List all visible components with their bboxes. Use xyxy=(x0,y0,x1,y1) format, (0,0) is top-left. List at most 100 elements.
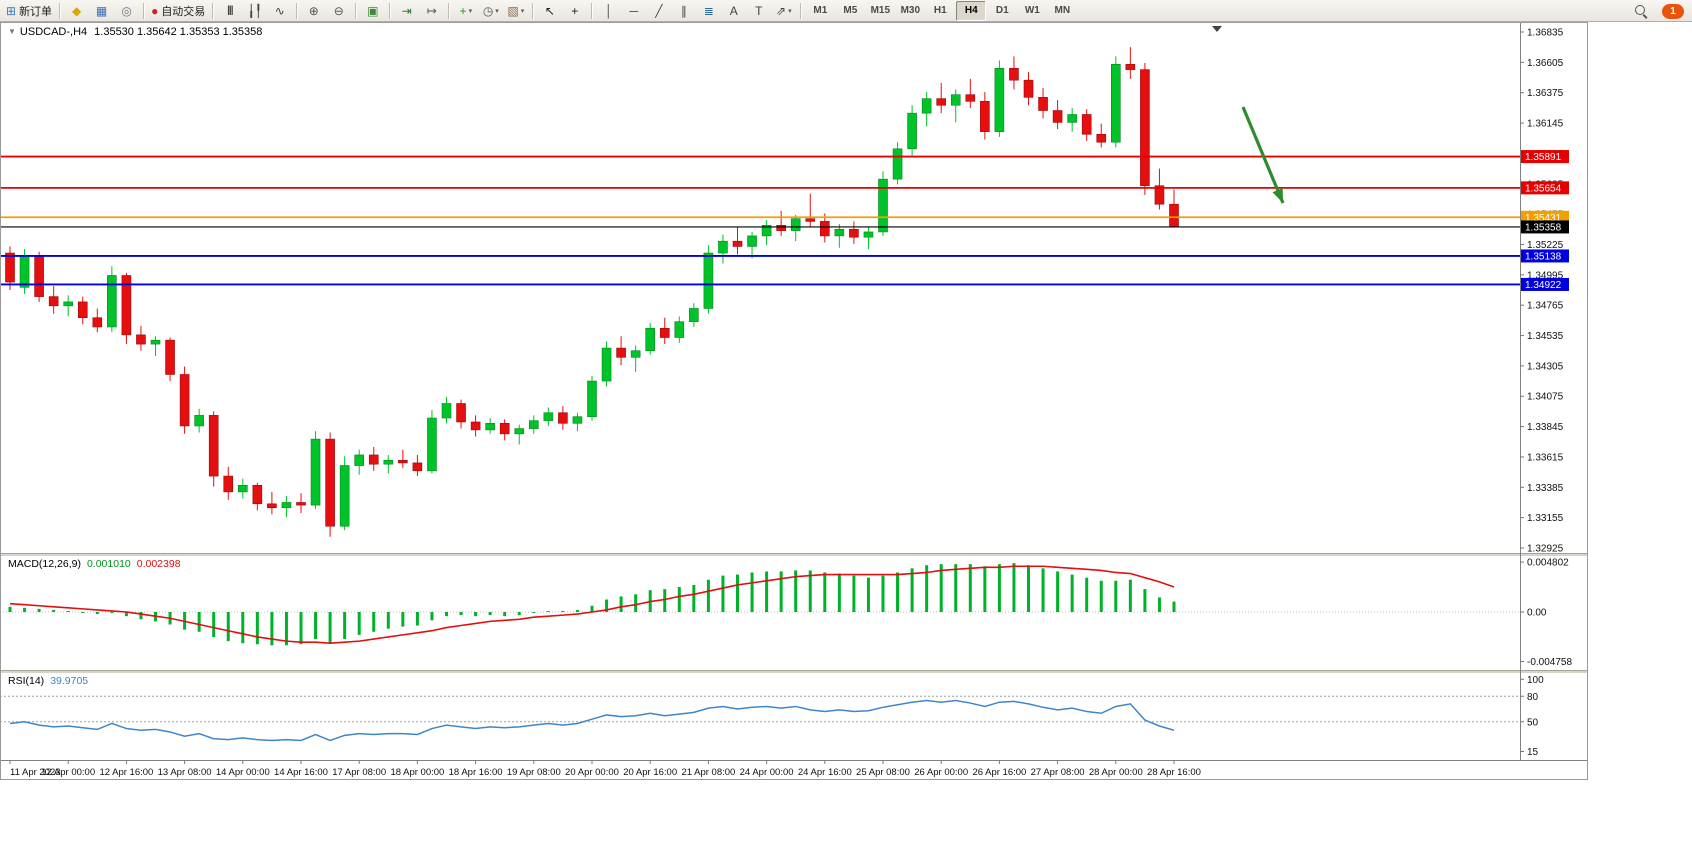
svg-text:28 Apr 16:00: 28 Apr 16:00 xyxy=(1147,767,1201,778)
macd-signal-line xyxy=(9,565,1175,645)
toolbar-separator xyxy=(389,2,391,19)
text-button[interactable]: A xyxy=(722,2,745,20)
chart-profiles-icon: ◆ xyxy=(71,3,82,18)
toolbar-separator xyxy=(448,2,450,19)
cursor-button[interactable]: ↖ xyxy=(538,2,561,20)
chart-shift-button[interactable]: ↦ xyxy=(420,2,443,20)
svg-text:15: 15 xyxy=(1527,747,1539,758)
navigator-button[interactable]: ◎ xyxy=(115,2,138,20)
macd-label: MACD(12,26,9) 0.001010 0.002398 xyxy=(8,558,181,570)
timeframe-button-w1[interactable]: W1 xyxy=(1024,5,1040,16)
vertical-line-icon: │ xyxy=(605,3,613,18)
annotation-arrow-head xyxy=(1272,187,1283,203)
indicators-button[interactable]: + ▾ xyxy=(454,2,477,20)
svg-text:-0.004758: -0.004758 xyxy=(1527,657,1572,668)
svg-text:1.34995: 1.34995 xyxy=(1527,270,1564,281)
templates-button[interactable]: ▧ ▾ xyxy=(504,2,527,20)
bar-chart-button[interactable]: ||| xyxy=(218,2,241,20)
channel-icon: ∥ xyxy=(680,3,687,18)
toolbar-separator xyxy=(532,2,534,19)
template-icon: ▧ xyxy=(507,3,519,18)
text-label-icon: T xyxy=(755,3,763,18)
search-button[interactable] xyxy=(1630,2,1653,20)
tile-windows-icon: ▣ xyxy=(367,3,379,18)
crosshair-button[interactable]: + xyxy=(563,2,586,20)
timeframe-button-d1[interactable]: D1 xyxy=(995,5,1009,16)
svg-text:26 Apr 16:00: 26 Apr 16:00 xyxy=(972,767,1026,778)
timeframe-button-m30[interactable]: M30 xyxy=(900,5,921,16)
timeframe-button-m5[interactable]: M5 xyxy=(843,5,858,16)
fibonacci-icon: ≣ xyxy=(703,3,714,18)
svg-text:1.35138: 1.35138 xyxy=(1525,251,1562,262)
new-order-button[interactable]: ⊞ 新订单 xyxy=(4,2,54,20)
horizontal-line-button[interactable]: ─ xyxy=(622,2,645,20)
text-label-button[interactable]: T xyxy=(747,2,770,20)
search-icon xyxy=(1634,4,1649,19)
dropdown-caret-icon: ▾ xyxy=(788,7,792,15)
rsi-panel xyxy=(0,695,1520,742)
market-watch-button[interactable]: ▦ xyxy=(90,2,113,20)
zoom-out-button[interactable]: ⊖ xyxy=(327,2,350,20)
clock-icon: ◷ xyxy=(482,3,494,18)
candlestick-chart-button[interactable]: ╽╿ xyxy=(243,2,266,20)
timeframe-button-h4[interactable]: H4 xyxy=(956,0,987,21)
crosshair-icon: + xyxy=(571,3,579,18)
auto-scroll-button[interactable]: ⇥ xyxy=(395,2,418,20)
panel-splitter[interactable] xyxy=(0,670,1588,673)
indicator-scales: 0.004802 0.00 -0.004758 100 80 50 15 xyxy=(1520,558,1572,758)
svg-text:50: 50 xyxy=(1527,717,1539,728)
timeframe-button-m1[interactable]: M1 xyxy=(813,5,828,16)
panel-splitter[interactable] xyxy=(0,553,1588,556)
svg-text:80: 80 xyxy=(1527,692,1539,703)
svg-text:19 Apr 08:00: 19 Apr 08:00 xyxy=(507,767,561,778)
main-toolbar: 1 ⊞ 新订单 ◆ ▦ ◎ ● 自动交易 ||| ╽╿ ∿ ⊕ ⊖ ▣ ⇥ ↦ + ▾ ◷ ▾ ▧ ▾ ↖ + │ ─ ╱ ∥ ≣ A T… xyxy=(0,0,1692,22)
vertical-line-button[interactable]: │ xyxy=(597,2,620,20)
chart-canvas[interactable]: 1.368351.366051.363751.361451.359151.356… xyxy=(0,22,1588,782)
timeframe-button-h1[interactable]: H1 xyxy=(933,5,947,16)
zoom-in-button[interactable]: ⊕ xyxy=(302,2,325,20)
svg-text:24 Apr 16:00: 24 Apr 16:00 xyxy=(798,767,852,778)
zoom-in-icon: ⊕ xyxy=(308,3,319,18)
arrows-button[interactable]: ⇗ ▾ xyxy=(772,2,795,20)
new-order-button-label: 新订单 xyxy=(19,5,53,18)
line-chart-icon: ∿ xyxy=(274,3,285,18)
svg-text:1.34305: 1.34305 xyxy=(1527,361,1564,372)
autotrading-button[interactable]: ● 自动交易 xyxy=(149,2,207,20)
svg-text:1.34075: 1.34075 xyxy=(1527,392,1564,403)
toolbar-separator xyxy=(59,2,61,19)
profiles-button[interactable]: ◆ xyxy=(65,2,88,20)
trendline-button[interactable]: ╱ xyxy=(647,2,670,20)
svg-text:1.34922: 1.34922 xyxy=(1525,280,1562,291)
svg-text:27 Apr 08:00: 27 Apr 08:00 xyxy=(1031,767,1085,778)
one-click-trading-arrow[interactable]: ▼ xyxy=(8,27,16,36)
svg-text:1.33385: 1.33385 xyxy=(1527,483,1564,494)
level-lines xyxy=(0,155,1520,286)
chart-title: ▼ USDCAD-,H4 1.35530 1.35642 1.35353 1.353… xyxy=(8,26,262,38)
chart-symbol-period: USDCAD-,H4 xyxy=(19,26,88,38)
svg-text:14 Apr 00:00: 14 Apr 00:00 xyxy=(216,767,270,778)
timeframe-button-m15[interactable]: M15 xyxy=(870,5,891,16)
annotation-arrow[interactable] xyxy=(1241,106,1285,204)
svg-text:1.35225: 1.35225 xyxy=(1527,240,1564,251)
add-indicator-icon: + xyxy=(459,3,467,18)
line-chart-button[interactable]: ∿ xyxy=(268,2,291,20)
channel-button[interactable]: ∥ xyxy=(672,2,695,20)
svg-text:1.35431: 1.35431 xyxy=(1525,213,1562,224)
svg-text:1.36375: 1.36375 xyxy=(1527,88,1564,99)
chart-window[interactable]: 1.368351.366051.363751.361451.359151.356… xyxy=(0,22,1588,782)
svg-text:1.36145: 1.36145 xyxy=(1527,119,1564,130)
timeframe-button-mn[interactable]: MN xyxy=(1054,5,1071,16)
svg-text:1.36605: 1.36605 xyxy=(1527,58,1564,69)
tile-windows-button[interactable]: ▣ xyxy=(361,2,384,20)
market-watch-icon: ▦ xyxy=(95,3,108,18)
toolbar-separator xyxy=(212,2,214,19)
svg-text:1.33155: 1.33155 xyxy=(1527,513,1564,524)
rsi-name: RSI(14) xyxy=(8,675,45,687)
fibonacci-button[interactable]: ≣ xyxy=(697,2,720,20)
svg-text:17 Apr 08:00: 17 Apr 08:00 xyxy=(332,767,386,778)
candlestick-series xyxy=(5,47,1179,537)
periods-button[interactable]: ◷ ▾ xyxy=(479,2,502,20)
notification-badge[interactable]: 1 xyxy=(1662,3,1684,19)
